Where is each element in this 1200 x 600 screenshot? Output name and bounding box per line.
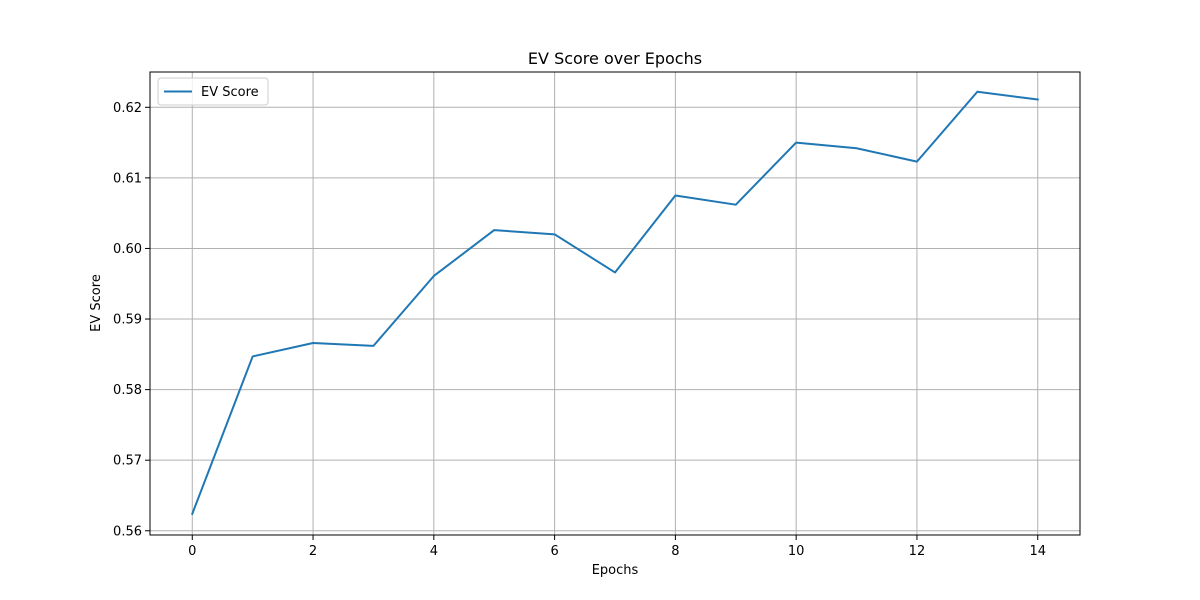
x-tick-label-4: 4 (430, 544, 438, 559)
chart-title: EV Score over Epochs (528, 49, 702, 68)
plot-frame (149, 71, 1081, 536)
grid-lines (150, 72, 1080, 535)
y-axis-title: EV Score (89, 274, 104, 332)
x-tick-label-2: 2 (309, 544, 317, 559)
y-tick-label-0.56: 0.56 (113, 524, 142, 539)
x-tick-label-0: 0 (188, 544, 196, 559)
legend-box (157, 77, 269, 106)
x-tick-label-8: 8 (671, 544, 679, 559)
x-tick-label-14: 14 (1029, 544, 1046, 559)
legend: EV Score (157, 77, 269, 106)
y-tick-label-0.62: 0.62 (113, 101, 142, 116)
x-axis-title: Epochs (592, 563, 639, 578)
series-line-ev-score (190, 90, 1039, 516)
x-tick-label-6: 6 (550, 544, 558, 559)
y-tick-label-0.58: 0.58 (113, 383, 142, 398)
y-tick-label-0.60: 0.60 (113, 242, 142, 257)
x-tick-label-10: 10 (788, 544, 805, 559)
axes (145, 71, 1081, 540)
x-tick-label-12: 12 (909, 544, 926, 559)
y-tick-label-0.59: 0.59 (113, 313, 142, 328)
y-tick-label-0.61: 0.61 (113, 171, 142, 186)
y-tick-label-0.57: 0.57 (113, 454, 142, 469)
tick-labels: 0 2 4 6 8 10 12 14 0.56 0.57 0.58 0.59 0.60 0.61 0.62 (113, 101, 1046, 559)
legend-label-ev-score: EV Score (201, 85, 259, 100)
series-layer (190, 90, 1039, 516)
